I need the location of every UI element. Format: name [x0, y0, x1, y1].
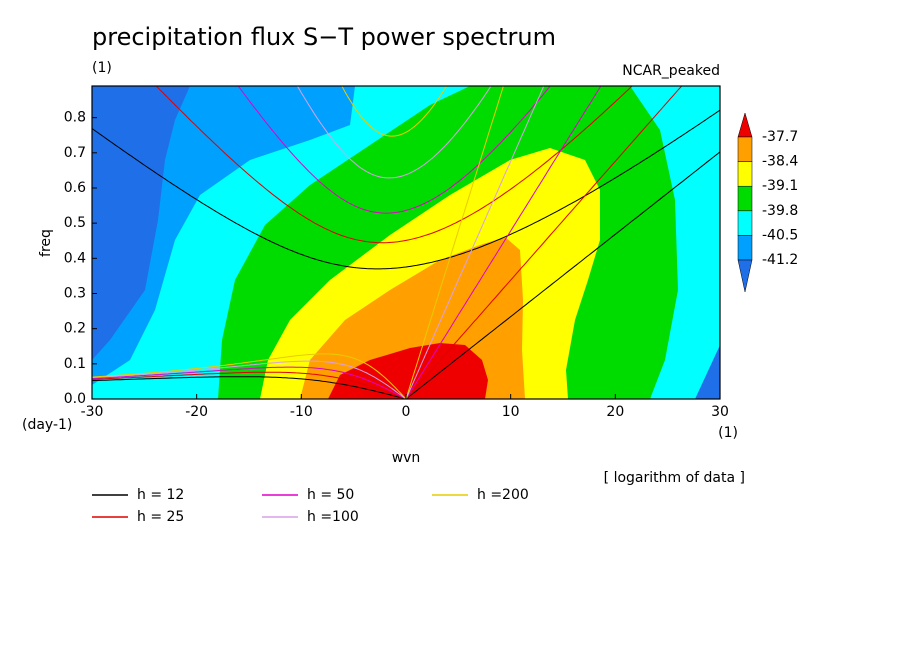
annotation: NCAR_peaked	[622, 63, 720, 79]
x-unit: (1)	[718, 425, 738, 441]
colorbar-box	[737, 235, 753, 261]
dispersion-curve	[405, 86, 602, 399]
y-tick-label: 0.5	[64, 215, 86, 231]
dispersion-curve	[296, 86, 492, 179]
y-tick-label: 0.2	[64, 321, 86, 337]
x-tick-label: 0	[402, 404, 411, 420]
dispersion-curve	[341, 86, 448, 137]
legend-label: h =100	[307, 509, 359, 525]
dispersion-curve	[92, 353, 407, 399]
dispersion-curve	[155, 86, 633, 244]
x-tick-label: -20	[185, 404, 208, 420]
colorbar-label: -39.8	[762, 203, 798, 219]
colorbar-box	[737, 185, 753, 212]
x-tick-label: -30	[81, 404, 104, 420]
y-unit: (day-1)	[22, 417, 72, 433]
dispersion-curve	[92, 376, 407, 399]
dispersion-curve	[92, 371, 407, 399]
dispersion-curves	[92, 86, 720, 399]
note: [ logarithm of data ]	[604, 470, 745, 486]
dispersion-curve	[405, 151, 720, 399]
x-tick-label: 30	[711, 404, 729, 420]
chart-title: precipitation flux S−T power spectrum	[92, 23, 556, 51]
colorbar-label: -39.1	[762, 178, 798, 194]
x-tick-label: 10	[502, 404, 520, 420]
colorbar-box	[737, 136, 753, 162]
legend-label: h = 12	[137, 487, 184, 503]
dispersion-curve	[92, 366, 407, 399]
colorbar-label: -37.7	[762, 129, 798, 145]
subtitle: (1)	[92, 60, 112, 76]
colorbar-arrow	[737, 259, 753, 293]
y-tick-label: 0.8	[64, 110, 86, 126]
x-tick-label: 20	[606, 404, 624, 420]
y-tick-label: 0.0	[64, 391, 86, 407]
colorbar-label: -38.4	[762, 154, 798, 170]
y-tick-label: 0.1	[64, 356, 86, 372]
dispersion-curve	[405, 86, 683, 399]
y-tick-label: 0.6	[64, 180, 86, 196]
dispersion-curve	[92, 360, 407, 399]
colorbar-box	[737, 210, 753, 236]
dispersion-curve	[405, 86, 545, 399]
y-tick-label: 0.7	[64, 145, 86, 161]
colorbar-label: -40.5	[762, 227, 798, 243]
dispersion-curve	[237, 86, 551, 214]
y-tick-label: 0.3	[64, 285, 86, 301]
colorbar-box	[737, 161, 753, 187]
x-tick-label: -10	[290, 404, 313, 420]
plot-area	[92, 86, 720, 399]
y-axis-title: freq	[38, 229, 54, 257]
legend-label: h = 25	[137, 509, 184, 525]
y-tick-label: 0.4	[64, 250, 86, 266]
colorbar-label: -41.2	[762, 252, 798, 268]
legend-label: h = 50	[307, 487, 354, 503]
x-axis-title: wvn	[392, 450, 421, 466]
dispersion-curve	[92, 109, 720, 270]
dispersion-curve	[405, 86, 504, 399]
legend-label: h =200	[477, 487, 529, 503]
